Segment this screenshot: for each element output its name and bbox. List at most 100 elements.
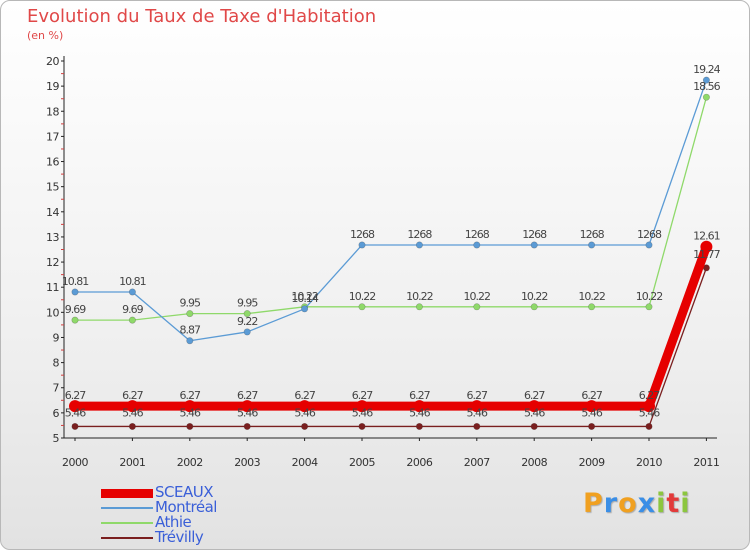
- data-point-trévilly: [71, 422, 79, 430]
- data-point-trévilly: [645, 422, 653, 430]
- data-point-montréal: [645, 241, 653, 249]
- legend-item-athie: Athie: [101, 513, 301, 531]
- data-point-athie: [358, 303, 366, 311]
- data-point-sceaux: [183, 400, 196, 413]
- data-point-montréal: [530, 241, 538, 249]
- data-label-trévilly: 5.46: [237, 406, 258, 419]
- data-label-montréal: 1268: [407, 228, 432, 241]
- series-line-sceaux: [75, 245, 711, 411]
- y-tick-label: 9: [53, 331, 60, 344]
- data-point-trévilly: [358, 422, 366, 430]
- data-point-trévilly: [186, 422, 194, 430]
- data-label-sceaux: 6.27: [639, 389, 660, 402]
- data-label-sceaux: 6.27: [237, 389, 258, 402]
- data-label-athie: 9.69: [65, 303, 86, 316]
- data-point-athie: [530, 303, 538, 311]
- x-tick-label: 2011: [693, 456, 719, 469]
- data-label-athie: 9.95: [237, 297, 258, 310]
- proxiti-logo: Proxiti: [583, 488, 691, 519]
- data-label-montréal: 1268: [580, 228, 605, 241]
- data-label-trévilly: 11.77: [693, 248, 720, 261]
- data-point-trévilly: [128, 422, 136, 430]
- data-point-sceaux: [700, 240, 713, 253]
- data-label-trévilly: 5.46: [122, 406, 143, 419]
- logo-letter: i: [680, 488, 691, 519]
- x-tick-label: 2002: [177, 456, 203, 469]
- data-point-sceaux: [126, 400, 139, 413]
- data-label-athie: 10.22: [578, 290, 605, 303]
- data-label-montréal: 1268: [637, 228, 662, 241]
- data-label-sceaux: 6.27: [409, 389, 430, 402]
- data-point-trévilly: [415, 422, 423, 430]
- data-point-sceaux: [413, 400, 426, 413]
- legend-item-trévilly: Trévilly: [101, 528, 301, 546]
- legend-swatch: [101, 522, 153, 524]
- x-tick-label: 2009: [579, 456, 605, 469]
- data-label-montréal: 8.87: [180, 324, 201, 337]
- x-tick-label: 2001: [119, 456, 145, 469]
- data-label-montréal: 1268: [465, 228, 490, 241]
- data-point-trévilly: [588, 422, 596, 430]
- y-tick-label: 19: [46, 80, 59, 93]
- data-point-athie: [415, 303, 423, 311]
- data-point-athie: [645, 303, 653, 311]
- data-point-sceaux: [298, 400, 311, 413]
- data-point-montréal: [702, 76, 710, 84]
- data-point-trévilly: [473, 422, 481, 430]
- data-point-athie: [243, 310, 251, 318]
- data-label-sceaux: 6.27: [467, 389, 488, 402]
- data-label-sceaux: 6.27: [294, 389, 315, 402]
- data-point-sceaux: [528, 400, 541, 413]
- data-label-trévilly: 5.46: [524, 406, 545, 419]
- data-point-sceaux: [643, 400, 655, 413]
- y-tick-label: 5: [53, 432, 60, 445]
- data-point-montréal: [128, 288, 136, 296]
- data-label-montréal: 10.81: [119, 275, 146, 288]
- x-tick-label: 2010: [636, 456, 662, 469]
- data-label-sceaux: 6.27: [65, 389, 86, 402]
- data-point-sceaux: [356, 400, 368, 413]
- legend-label: SCEAUX: [155, 483, 214, 501]
- y-tick-label: 18: [46, 105, 59, 118]
- y-tick-label: 10: [46, 306, 59, 319]
- x-tick-label: 2000: [62, 456, 88, 469]
- data-label-trévilly: 5.46: [639, 406, 660, 419]
- y-tick-label: 8: [53, 357, 60, 370]
- data-label-trévilly: 5.46: [409, 406, 430, 419]
- data-label-athie: 10.22: [521, 290, 548, 303]
- data-label-sceaux: 12.61: [693, 230, 720, 243]
- data-label-sceaux: 6.27: [122, 389, 143, 402]
- legend-swatch: [101, 537, 153, 539]
- legend-label: Trévilly: [155, 528, 204, 546]
- legend-swatch: [101, 507, 153, 509]
- data-label-athie: 9.69: [122, 303, 143, 316]
- data-point-sceaux: [69, 400, 81, 413]
- logo-letter: P: [583, 488, 604, 519]
- legend: SCEAUX Montréal Athie Trévilly: [101, 483, 301, 546]
- data-point-athie: [71, 316, 79, 324]
- series-line-athie: [75, 97, 708, 321]
- series-line-trévilly: [75, 267, 708, 428]
- data-label-sceaux: 6.27: [581, 389, 602, 402]
- data-point-montréal: [71, 288, 79, 296]
- chart-title: Evolution du Taux de Taxe d'Habitation: [27, 6, 377, 27]
- data-point-trévilly: [243, 422, 251, 430]
- legend-item-montréal: Montréal: [101, 498, 301, 516]
- data-point-montréal: [186, 337, 194, 345]
- data-point-montréal: [415, 241, 423, 249]
- chart-subtitle: (en %): [27, 29, 64, 42]
- data-label-athie: 10.22: [349, 290, 376, 303]
- data-label-montréal: 10.81: [62, 275, 89, 288]
- data-point-montréal: [473, 241, 481, 249]
- x-tick-label: 2008: [521, 456, 547, 469]
- y-tick-label: 17: [46, 130, 59, 143]
- legend-label: Athie: [155, 513, 192, 531]
- y-tick-label: 16: [46, 156, 59, 169]
- data-label-montréal: 19.24: [693, 63, 720, 76]
- data-label-montréal: 1268: [522, 228, 547, 241]
- data-label-athie: 10.22: [291, 290, 318, 303]
- data-label-montréal: 9.22: [237, 315, 258, 328]
- data-label-trévilly: 5.46: [581, 406, 602, 419]
